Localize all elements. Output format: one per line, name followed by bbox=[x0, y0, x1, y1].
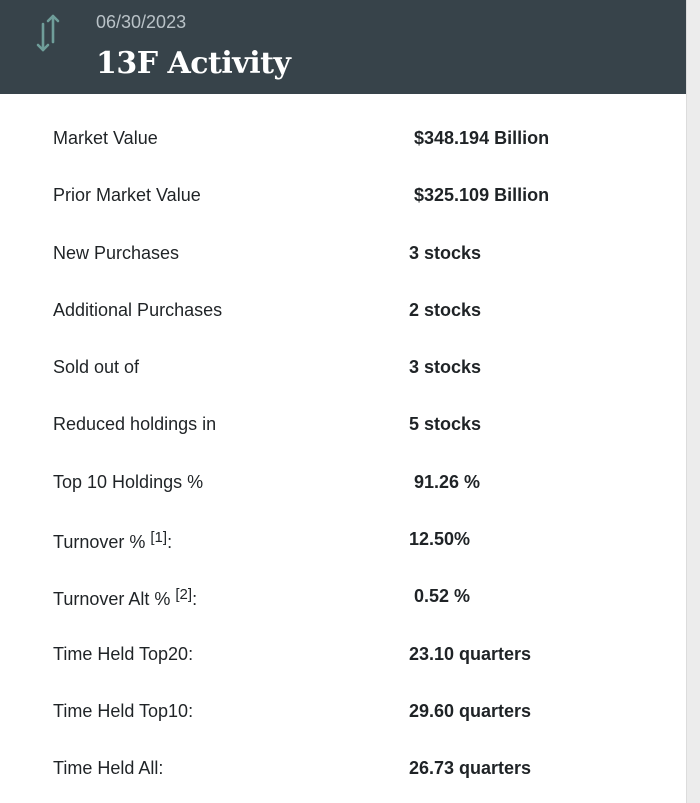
header-bar: 06/30/2023 13F Activity bbox=[0, 0, 687, 94]
stat-value: $348.194 Billion bbox=[414, 128, 550, 148]
stat-row-turnover: Turnover % [1]: 12.50% bbox=[0, 511, 687, 568]
stat-label: Market Value bbox=[53, 128, 158, 148]
sort-arrows-icon[interactable] bbox=[34, 12, 62, 54]
stat-value: 3 stocks bbox=[409, 357, 482, 378]
scrollbar[interactable] bbox=[686, 0, 700, 803]
stat-label: New Purchases bbox=[53, 242, 180, 263]
stat-value: 5 stocks bbox=[409, 414, 482, 435]
stat-row-additional-purchases: Additional Purchases 2 stocks bbox=[0, 282, 687, 339]
stat-row-prior-market-value: Prior Market Value $325.109 Billion bbox=[0, 167, 687, 224]
stat-value: 29.60 quarters bbox=[409, 700, 532, 721]
stat-value: $325.109 Billion bbox=[414, 185, 550, 206]
stats-list: Market Value $348.194 Billion Prior Mark… bbox=[0, 110, 687, 798]
stat-label: Additional Purchases bbox=[53, 299, 223, 320]
stat-value: 3 stocks bbox=[409, 242, 482, 263]
stat-value: 91.26 % bbox=[414, 471, 481, 492]
stat-value: 12.50% bbox=[409, 529, 471, 550]
stat-label-text: Turnover Alt % bbox=[53, 589, 176, 610]
stat-label: Turnover Alt % [2]: bbox=[53, 586, 197, 610]
stat-label: Reduced holdings in bbox=[53, 414, 217, 435]
stat-label: Time Held Top10: bbox=[53, 700, 194, 721]
stat-value: 26.73 quarters bbox=[409, 758, 532, 779]
stat-row-reduced-holdings: Reduced holdings in 5 stocks bbox=[0, 396, 687, 453]
stat-row-market-value: Market Value $348.194 Billion bbox=[0, 110, 687, 167]
stat-row-new-purchases: New Purchases 3 stocks bbox=[0, 225, 687, 282]
stat-value: 0.52 % bbox=[414, 586, 471, 607]
page-title: 13F Activity bbox=[96, 46, 291, 81]
stat-label: Top 10 Holdings % bbox=[53, 471, 204, 492]
stat-label: Sold out of bbox=[53, 357, 140, 378]
stat-row-top10-holdings: Top 10 Holdings % 91.26 % bbox=[0, 454, 687, 511]
footnote-link[interactable]: [2] bbox=[175, 586, 193, 604]
stat-value: 2 stocks bbox=[409, 299, 482, 320]
report-date: 06/30/2023 bbox=[96, 12, 187, 32]
stat-row-time-held-top20: Time Held Top20: 23.10 quarters bbox=[0, 626, 687, 683]
stat-label: Time Held Top20: bbox=[53, 643, 194, 664]
stat-label-suffix: : bbox=[167, 532, 173, 553]
stat-label: Prior Market Value bbox=[53, 185, 201, 206]
stat-value: 23.10 quarters bbox=[409, 643, 532, 664]
stat-row-time-held-all: Time Held All: 26.73 quarters bbox=[0, 740, 687, 797]
stat-row-time-held-top10: Time Held Top10: 29.60 quarters bbox=[0, 683, 687, 740]
stat-label-text: Turnover % bbox=[53, 532, 151, 553]
stat-label-suffix: : bbox=[192, 589, 198, 610]
stat-row-sold-out: Sold out of 3 stocks bbox=[0, 339, 687, 396]
footnote-link[interactable]: [1] bbox=[150, 529, 168, 547]
stat-label: Turnover % [1]: bbox=[53, 529, 172, 553]
stat-label: Time Held All: bbox=[53, 758, 164, 779]
stat-row-turnover-alt: Turnover Alt % [2]: 0.52 % bbox=[0, 568, 687, 625]
